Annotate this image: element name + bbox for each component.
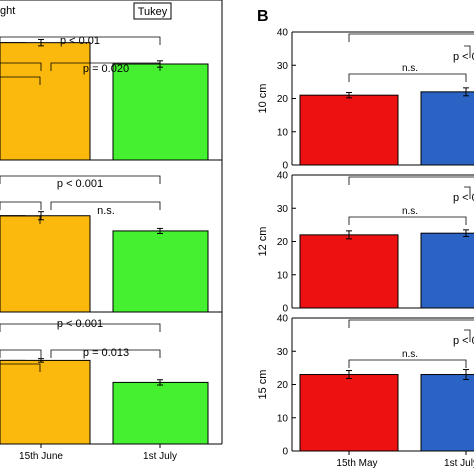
- p-value-label: p = 0.020: [83, 63, 129, 75]
- y-tick-label: 30: [277, 204, 289, 215]
- bar: [112, 381, 209, 445]
- p-value-label: n.s.: [402, 349, 418, 360]
- significance-bracket: [348, 33, 474, 42]
- chart-panel: 0 10 20 30 40 12 cm n.s. p < 0.: [257, 171, 474, 315]
- p-value-label: p = 0.013: [83, 347, 129, 359]
- significance-bracket: [348, 216, 467, 225]
- y-tick-label: 40: [277, 314, 289, 325]
- x-tick-label: 1st July: [444, 458, 474, 469]
- y-tick-label: 0: [282, 304, 288, 315]
- p-value-label: p < 0.: [453, 51, 474, 63]
- bar: [112, 230, 209, 313]
- bar: [0, 359, 91, 445]
- significance-bracket: [0, 175, 161, 184]
- p-value-label: n.s.: [402, 206, 418, 217]
- significance-bracket: [50, 62, 161, 71]
- y-axis-label: 12 cm: [257, 227, 269, 257]
- significance-bracket: [0, 349, 42, 358]
- significance-bracket: [464, 45, 471, 58]
- x-tick-label: 15th June: [19, 451, 63, 462]
- chart-panel: p < 0.01 p = 0.020: [0, 0, 223, 161]
- header-fragment: ght: [0, 5, 15, 17]
- tukey-label: Tukey: [138, 6, 168, 18]
- p-value-label: p < 0.: [453, 192, 474, 204]
- bar: [299, 234, 399, 309]
- significance-bracket: [464, 186, 471, 199]
- y-axis-label: 15 cm: [257, 370, 269, 400]
- significance-bracket: [0, 323, 161, 332]
- p-value-label: p < 0.01: [60, 35, 100, 47]
- significance-bracket: [348, 176, 474, 185]
- p-value-label: p < 0.: [453, 335, 474, 347]
- p-value-label: p < 0.001: [57, 178, 103, 190]
- y-tick-label: 40: [277, 28, 289, 39]
- chart-panel: p < 0.001 n.s.: [0, 159, 223, 313]
- significance-bracket: [464, 329, 471, 342]
- y-tick-label: 10: [277, 413, 289, 424]
- bar: [420, 232, 474, 309]
- significance-bracket: [50, 349, 161, 358]
- significance-bracket: [50, 201, 161, 210]
- y-tick-label: 20: [277, 380, 289, 391]
- y-tick-label: 20: [277, 94, 289, 105]
- y-tick-label: 0: [282, 161, 288, 172]
- significance-bracket: [0, 62, 42, 71]
- significance-bracket: [0, 76, 41, 85]
- significance-bracket: [0, 215, 41, 224]
- bar: [0, 42, 91, 161]
- chart-panel: 0 10 20 30 40 10 cm n.s. p < 0.: [257, 28, 474, 172]
- bar: [420, 374, 474, 452]
- bar: [299, 374, 399, 452]
- bar: [0, 215, 91, 313]
- y-axis-label: 10 cm: [257, 84, 269, 114]
- p-value-label: n.s.: [97, 205, 115, 217]
- significance-bracket: [348, 73, 467, 82]
- chart-panel: p < 0.001 p = 0.013 15th June 1st July: [0, 311, 223, 462]
- bar: [299, 94, 399, 166]
- p-value-label: p < 0.001: [57, 318, 103, 330]
- significance-bracket: [348, 359, 467, 368]
- significance-bracket: [0, 36, 161, 45]
- y-tick-label: 10: [277, 127, 289, 138]
- chart-panel: 0 10 20 30 40 15 cm n.s. p < 0. 15th May 1st July: [257, 314, 474, 469]
- y-tick-label: 30: [277, 61, 289, 72]
- bar: [420, 91, 474, 166]
- x-tick-label: 15th May: [336, 458, 377, 469]
- significance-bracket: [348, 319, 474, 328]
- p-value-label: n.s.: [402, 63, 418, 74]
- tukey-box: [133, 2, 172, 20]
- y-tick-label: 10: [277, 270, 289, 281]
- y-tick-label: 0: [282, 447, 288, 458]
- significance-bracket: [0, 363, 41, 372]
- y-tick-label: 20: [277, 237, 289, 248]
- y-tick-label: 40: [277, 171, 289, 182]
- y-tick-label: 30: [277, 347, 289, 358]
- significance-bracket: [0, 201, 42, 210]
- panel-label-b: B: [257, 8, 269, 25]
- x-tick-label: 1st July: [143, 451, 177, 462]
- bar: [112, 63, 209, 161]
